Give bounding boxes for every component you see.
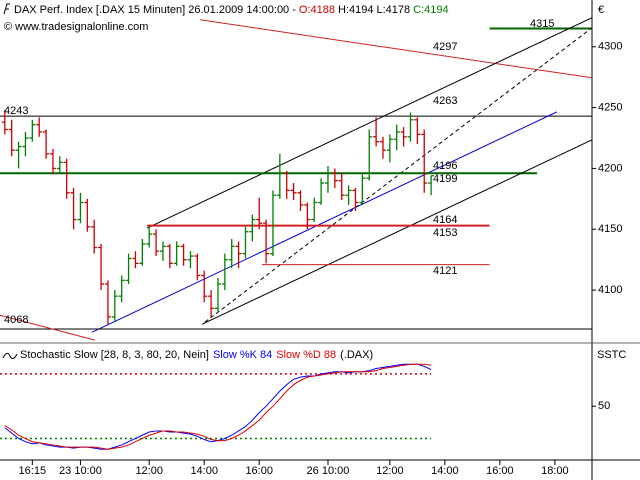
y-tick-label: 4200 (598, 162, 622, 174)
x-tick-label: 14:00 (190, 465, 218, 477)
legend-value: 84 (260, 349, 272, 361)
x-tick-label: 23 10:00 (59, 465, 102, 477)
y-tick-label: 50 (598, 400, 610, 412)
header-title: DAX Perf. Index [.DAX 15 Minuten] 26.01.… (14, 4, 296, 16)
x-tick-label: 14:00 (431, 465, 459, 477)
drawing-label: 4243 (4, 105, 28, 117)
currency: € (598, 4, 604, 16)
x-tick-label: 16:00 (486, 465, 514, 477)
stoch-axis-label: SSTC (597, 349, 626, 361)
stoch-legend: Stochastic Slow [28, 8, 3, 80, 20, Nein]… (20, 349, 373, 361)
x-tick-label: 16:00 (245, 465, 273, 477)
y-tick-label: 4150 (598, 223, 622, 235)
drawing-label: 4196 (433, 160, 457, 172)
y-tick-label: 4250 (598, 102, 622, 114)
x-tick-label: 16:15 (19, 465, 47, 477)
drawing-label: 4199 (433, 173, 457, 185)
drawing-line (146, 17, 592, 229)
y-tick-label: 4100 (598, 284, 622, 296)
drawing-line (201, 139, 592, 325)
header-low: L:4178 (376, 4, 410, 16)
legend-name: Slow %D (276, 349, 321, 361)
drawing-label: 4153 (433, 227, 457, 239)
x-tick-label: 18:00 (541, 465, 569, 477)
drawing-label: 4068 (4, 314, 28, 326)
drawing-label: 4121 (433, 265, 457, 277)
legend-name: Slow %K (213, 349, 258, 361)
stoch-subtitle: (.DAX) (340, 349, 373, 361)
stoch-line (4, 363, 432, 450)
legend-value: 88 (324, 349, 336, 361)
header-high: H:4194 (338, 4, 373, 16)
stochastic-panel (0, 363, 432, 450)
stoch-title: Stochastic Slow [28, 8, 3, 80, 20, Nein] (20, 349, 209, 361)
header: DAX Perf. Index [.DAX 15 Minuten] 26.01.… (14, 4, 449, 16)
header-open: O:4188 (299, 4, 335, 16)
copyright: © www.tradesignalonline.com (4, 21, 148, 33)
drawing-label: 4315 (530, 18, 554, 30)
chart-icon (3, 3, 10, 15)
drawing-line (200, 19, 592, 79)
x-tick-label: 26 10:00 (307, 465, 350, 477)
drawing-line (91, 111, 558, 333)
drawing-line (0, 314, 96, 341)
y-tick-label: 4300 (598, 41, 622, 53)
drawing-label: 4164 (433, 214, 457, 226)
drawing-label: 4297 (433, 41, 457, 53)
x-tick-label: 12:00 (135, 465, 163, 477)
stoch-icon (2, 352, 18, 360)
price-panel (0, 17, 592, 341)
x-tick-label: 12:00 (376, 465, 404, 477)
drawing-label: 4263 (433, 95, 457, 107)
header-close: C:4194 (413, 4, 448, 16)
